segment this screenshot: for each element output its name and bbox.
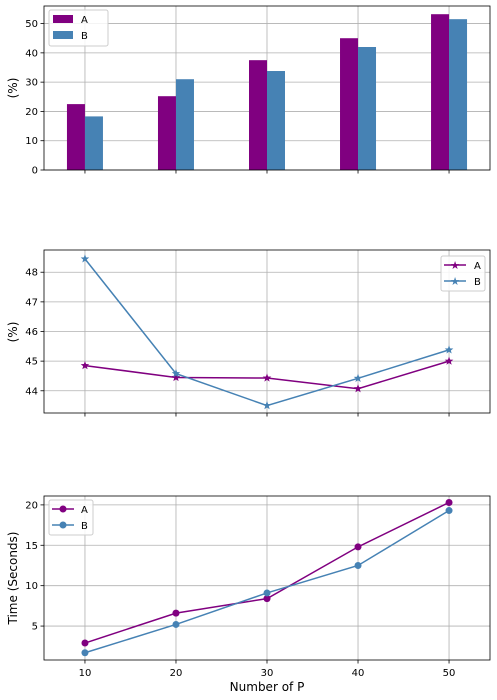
- point-b-10: [80, 254, 90, 263]
- point-a-30: [263, 595, 271, 603]
- y-tick-label: 50: [25, 19, 38, 30]
- y-tick-label: 10: [25, 136, 38, 147]
- bar-a-50: [431, 14, 450, 171]
- point-b-20: [171, 369, 181, 378]
- point-b-50: [445, 507, 453, 515]
- y-tick-label: 47: [25, 297, 38, 308]
- bar-b-30: [267, 71, 285, 170]
- legend: A B: [48, 499, 94, 536]
- point-a-10: [81, 639, 89, 647]
- x-tick-label: 40: [352, 668, 365, 679]
- point-b-40: [353, 373, 363, 382]
- legend-swatch-b: [53, 31, 73, 39]
- point-b-40: [354, 561, 362, 569]
- legend-label-b: B: [81, 521, 88, 532]
- y-tick-label: 46: [25, 327, 38, 338]
- y-tick-label: 30: [25, 78, 38, 89]
- bar-b-50: [449, 19, 468, 170]
- point-b-30: [263, 589, 271, 597]
- x-tick-label: 20: [170, 668, 183, 679]
- point-a-20: [171, 372, 181, 382]
- y-tick-label: 44: [25, 386, 38, 397]
- legend-marker-b: [59, 521, 67, 529]
- point-b-50: [444, 345, 454, 354]
- point-a-40: [354, 543, 362, 551]
- legend-marker-a: ★: [450, 259, 460, 272]
- bar-a-30: [249, 60, 267, 170]
- y-axis-label: (%): [6, 322, 20, 343]
- legend: A B: [48, 9, 109, 47]
- x-axis-label: Number of P: [230, 680, 305, 694]
- y-tick-label: 10: [25, 581, 38, 592]
- point-b-10: [81, 649, 89, 657]
- point-b-30: [262, 401, 272, 410]
- legend-label-a: A: [81, 15, 88, 26]
- x-tick-label: 10: [79, 668, 92, 679]
- x-tick-label: 30: [261, 668, 274, 679]
- point-a-10: [80, 361, 90, 370]
- bar-b-10: [84, 116, 103, 170]
- line-chart-percent: 44 45 46 47 48 (%) ★ A ★ B: [6, 249, 491, 417]
- x-tick-label: 50: [443, 668, 456, 679]
- y-axis-label: (%): [6, 78, 20, 99]
- legend-label-a: A: [474, 261, 481, 272]
- point-a-30: [262, 373, 272, 382]
- bar-b-20: [175, 79, 194, 170]
- legend-label-b: B: [474, 277, 481, 288]
- y-tick-label: 40: [25, 48, 38, 59]
- y-tick-label: 20: [25, 500, 38, 511]
- bar-b-40: [358, 47, 377, 170]
- point-a-50: [444, 356, 454, 365]
- point-a-50: [445, 498, 453, 506]
- bar-a-40: [340, 38, 359, 170]
- bar-a-10: [66, 104, 85, 170]
- point-a-40: [353, 384, 363, 393]
- bar-a-20: [157, 96, 176, 170]
- point-b-20: [172, 620, 180, 628]
- y-tick-label: 48: [25, 268, 38, 279]
- y-tick-label: 5: [32, 622, 38, 633]
- y-tick-label: 45: [25, 357, 38, 368]
- y-tick-label: 15: [25, 541, 38, 552]
- y-axis-label: Time (Seconds): [6, 532, 20, 626]
- legend-label-a: A: [81, 505, 88, 516]
- y-tick-label: 20: [25, 107, 38, 118]
- legend: ★ A ★ B: [440, 255, 486, 292]
- y-tick-label: 0: [32, 166, 38, 177]
- line-chart-time: 5 10 15 20 10 20 30 40 50 Time (Seconds) Number …: [6, 495, 491, 694]
- point-a-20: [172, 609, 180, 617]
- legend-swatch-a: [53, 15, 73, 23]
- legend-label-b: B: [81, 31, 88, 42]
- legend-marker-b: ★: [450, 275, 460, 288]
- bar-chart-percent: 0 10 20 30 40 50 (%) A B: [6, 5, 491, 177]
- legend-marker-a: [59, 505, 67, 513]
